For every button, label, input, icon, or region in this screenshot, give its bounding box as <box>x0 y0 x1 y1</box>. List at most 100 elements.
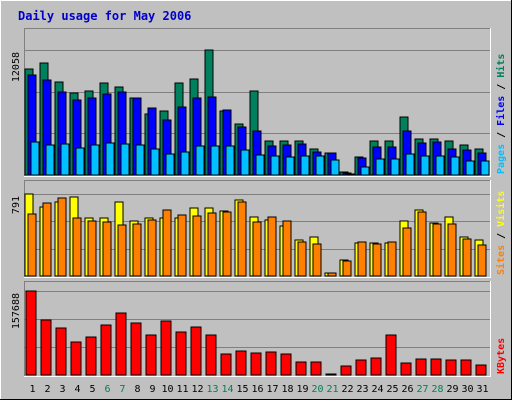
bar-pages <box>450 156 460 176</box>
bar-kbytes <box>70 341 82 376</box>
day-label: 2 <box>44 384 50 395</box>
bar-kbytes <box>235 350 247 376</box>
bar-kbytes <box>40 319 52 376</box>
bar-sites <box>252 221 262 277</box>
bar-pages <box>210 145 220 176</box>
bar-pages <box>75 147 85 176</box>
bar-pages <box>285 156 295 176</box>
panel-kbytes: 157688 KBytes <box>11 281 507 377</box>
panel-visits-sites: 791 Sites / Visits <box>11 180 507 278</box>
bar-pages <box>480 160 490 176</box>
bar-kbytes <box>220 353 232 376</box>
bar-sites <box>207 212 217 277</box>
legend: Sites / Visits <box>495 191 507 275</box>
bar-sites <box>432 223 442 277</box>
bar-pages <box>30 141 40 176</box>
bar-pages <box>180 151 190 176</box>
day-label: 22 <box>341 384 353 395</box>
bar-pages <box>345 173 355 176</box>
legend: KBytes <box>496 338 507 374</box>
day-label: 10 <box>161 384 173 395</box>
bar-kbytes <box>130 322 142 376</box>
legend-separator: / <box>496 78 507 96</box>
bar-kbytes <box>175 331 187 376</box>
bar-kbytes <box>85 336 97 376</box>
day-label: 23 <box>356 384 368 395</box>
bar-sites <box>132 223 142 277</box>
bar-pages <box>240 149 250 176</box>
day-label: 13 <box>206 384 218 395</box>
bar-sites <box>402 227 412 277</box>
day-label: 9 <box>149 384 155 395</box>
day-label: 19 <box>296 384 308 395</box>
day-label: 20 <box>311 384 323 395</box>
legend-entry: KBytes <box>496 338 507 374</box>
bar-sites <box>102 221 112 277</box>
bar-sites <box>462 238 472 277</box>
day-label: 17 <box>266 384 278 395</box>
bar-kbytes <box>205 334 217 376</box>
bar-sites <box>117 224 127 277</box>
day-label: 3 <box>59 384 65 395</box>
day-label: 21 <box>326 384 338 395</box>
bar-sites <box>477 244 487 277</box>
bar-sites <box>312 243 322 277</box>
bar-pages <box>150 148 160 176</box>
bar-pages <box>195 145 205 176</box>
bar-kbytes <box>250 352 262 376</box>
bar-kbytes <box>325 373 337 376</box>
bar-kbytes <box>100 324 112 376</box>
series-pages <box>30 141 490 176</box>
day-label: 15 <box>236 384 248 395</box>
bar-sites <box>222 211 232 277</box>
bar-sites <box>282 220 292 277</box>
bar-pages <box>465 160 475 176</box>
panel-hits-files-pages: 12058 Pages / Files / Hits <box>11 28 507 177</box>
legend-entry: Hits <box>495 54 507 78</box>
bar-kbytes <box>160 320 172 376</box>
bar-sites <box>297 241 307 277</box>
bar-pages <box>255 154 265 176</box>
bar-pages <box>90 144 100 176</box>
day-label: 8 <box>134 384 140 395</box>
bar-sites <box>372 243 382 277</box>
day-label: 1 <box>29 384 35 395</box>
bar-kbytes <box>115 312 127 376</box>
bar-sites <box>72 217 82 277</box>
bar-sites <box>147 219 157 277</box>
bar-kbytes <box>430 358 442 376</box>
bar-kbytes <box>460 359 472 376</box>
day-label: 16 <box>251 384 263 395</box>
bar-pages <box>60 143 70 176</box>
bar-kbytes <box>445 359 457 376</box>
series-sites <box>27 197 487 277</box>
day-label: 25 <box>386 384 398 395</box>
day-label: 29 <box>446 384 458 395</box>
legend: Pages / Files / Hits <box>495 54 507 174</box>
bar-pages <box>405 153 415 176</box>
bar-pages <box>45 144 55 176</box>
bar-kbytes <box>355 359 367 376</box>
legend-entry: Files <box>495 96 507 126</box>
day-label: 27 <box>416 384 428 395</box>
bar-kbytes <box>415 358 427 376</box>
bar-kbytes <box>55 327 67 376</box>
bar-sites <box>162 209 172 277</box>
bar-sites <box>327 272 337 277</box>
day-label: 26 <box>401 384 413 395</box>
bar-kbytes <box>370 357 382 376</box>
bar-sites <box>237 201 247 277</box>
bar-kbytes <box>475 364 487 376</box>
bar-kbytes <box>295 361 307 376</box>
bar-pages <box>225 145 235 176</box>
bar-pages <box>420 155 430 176</box>
bar-pages <box>390 158 400 176</box>
legend-separator: / <box>496 126 507 144</box>
day-label: 14 <box>221 384 233 395</box>
chart-panels: 12058 Pages / Files / Hits 791 Sites / Visi… <box>11 28 507 377</box>
day-labels: 1 2 3 4 5 6 7 8 9 10 11 12 13 14 15 16 17 18 19 20 21 22 23 24 2… <box>29 384 488 395</box>
bar-pages <box>300 155 310 176</box>
series-kbytes <box>25 290 487 376</box>
